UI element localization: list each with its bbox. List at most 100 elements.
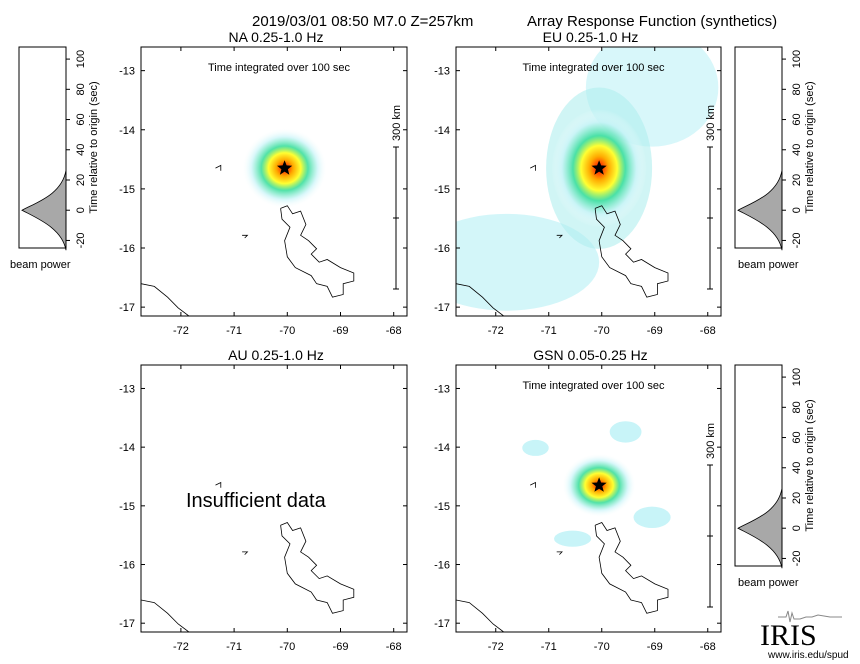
- time-tick-label: 20: [75, 174, 87, 186]
- y-tick-label: -15: [434, 501, 450, 513]
- panel-title: EU 0.25-1.0 Hz: [543, 29, 639, 45]
- epicenter-star-icon: [591, 477, 607, 492]
- x-tick-label: -69: [647, 325, 663, 337]
- map-panel-2: -72 -71 -70 -69 -68 -13 -14 -15 -16 -17 AU 0.25-1.…: [119, 347, 408, 653]
- iris-url: www.iris.edu/spud: [767, 650, 849, 661]
- coastline: [141, 481, 355, 632]
- scale-bar-label: 300 km: [391, 105, 403, 141]
- coastline-island: [242, 551, 249, 555]
- coastline: [456, 164, 669, 316]
- map-frame: [140, 46, 408, 317]
- beam-power-waveform: [737, 488, 783, 569]
- y-tick-label: -15: [434, 184, 450, 196]
- y-tick-label: -14: [119, 442, 135, 454]
- x-tick-label: -68: [700, 641, 716, 653]
- time-tick-label: 100: [75, 50, 87, 68]
- x-tick-label: -69: [333, 325, 349, 337]
- map-frame: [140, 364, 408, 633]
- coastline: [456, 481, 669, 632]
- x-tick-label: -72: [173, 641, 189, 653]
- time-tick-label: -20: [791, 550, 803, 566]
- seismogram-icon: [778, 610, 842, 623]
- y-tick-label: -17: [434, 302, 450, 314]
- panel-title: NA 0.25-1.0 Hz: [229, 29, 324, 45]
- coastline-lake-titicaca: [594, 205, 669, 298]
- time-tick-label: 0: [75, 207, 87, 213]
- insufficient-data-label: Insufficient data: [186, 490, 327, 512]
- coastline-island: [242, 234, 249, 239]
- map-frame: [455, 364, 722, 633]
- coastline-pacific: [141, 599, 190, 632]
- coastline-pacific: [456, 283, 504, 316]
- beam-power-label: beam power: [738, 577, 799, 589]
- beam-power-label: beam power: [738, 259, 799, 271]
- y-tick-label: -13: [119, 66, 135, 78]
- beam-power-waveform: [21, 170, 67, 251]
- epicenter-star-icon: [591, 160, 607, 175]
- time-tick-label: 100: [791, 368, 803, 386]
- faint-response: [456, 213, 600, 311]
- y-tick-label: -16: [119, 560, 135, 572]
- coastline-island: [530, 164, 536, 171]
- iris-logo-text: IRIS: [760, 619, 817, 652]
- y-tick-label: -15: [119, 184, 135, 196]
- x-tick-label: -72: [488, 325, 504, 337]
- y-tick-label: -13: [434, 66, 450, 78]
- time-tick-label: 40: [75, 144, 87, 156]
- x-tick-label: -68: [700, 325, 716, 337]
- x-tick-label: -68: [386, 325, 402, 337]
- time-axis-label: Time relative to origin (sec): [88, 81, 100, 213]
- time-tick-label: 80: [75, 83, 87, 95]
- coastline-island: [215, 481, 222, 488]
- coastline-island: [556, 234, 563, 239]
- x-tick-label: -68: [386, 641, 402, 653]
- panel-title: GSN 0.05-0.25 Hz: [533, 347, 647, 363]
- figure-title: Array Response Function (synthetics): [527, 13, 777, 30]
- beam-power-label: beam power: [10, 259, 71, 271]
- x-tick-label: -70: [594, 325, 610, 337]
- time-tick-label: 60: [791, 431, 803, 443]
- faint-response: [522, 439, 549, 456]
- panel-subtitle: Time integrated over 100 sec: [522, 380, 665, 392]
- scale-bar-label: 300 km: [705, 105, 717, 141]
- y-tick-label: -16: [434, 243, 450, 255]
- epicenter-star-icon: [277, 160, 293, 175]
- beam-power-frame: [734, 46, 783, 249]
- time-tick-label: 100: [791, 50, 803, 68]
- iris-logo: IRIS www.iris.edu/spud: [760, 610, 849, 661]
- x-tick-label: -71: [226, 641, 242, 653]
- time-tick-label: 80: [791, 401, 803, 413]
- time-tick-label: 60: [791, 113, 803, 125]
- map-frame: [455, 46, 722, 317]
- y-tick-label: -13: [119, 383, 135, 395]
- panel-subtitle: Time integrated over 100 sec: [208, 62, 351, 74]
- time-axis-label: Time relative to origin (sec): [804, 81, 816, 213]
- time-axis-label: Time relative to origin (sec): [804, 399, 816, 531]
- event-header: 2019/03/01 08:50 M7.0 Z=257km: [252, 13, 473, 30]
- beam-power-waveform: [737, 170, 783, 251]
- beam-power-plot-1: -20 0 20 40 60 80 100 Time relative to origin (…: [734, 46, 816, 271]
- y-tick-label: -13: [434, 383, 450, 395]
- coastline-pacific: [141, 283, 190, 316]
- beam-power-plot-0: -20 0 20 40 60 80 100 Time relative to origin (…: [10, 46, 100, 271]
- time-tick-label: 0: [791, 207, 803, 213]
- coastline: [141, 164, 355, 316]
- x-tick-label: -70: [279, 325, 295, 337]
- x-tick-label: -69: [333, 641, 349, 653]
- x-tick-label: -70: [279, 641, 295, 653]
- faint-response: [554, 530, 592, 547]
- time-tick-label: 80: [791, 83, 803, 95]
- beam-power-frame: [734, 364, 783, 567]
- y-tick-label: -16: [434, 560, 450, 572]
- faint-response: [609, 421, 642, 443]
- x-tick-label: -70: [594, 641, 610, 653]
- faint-response: [633, 506, 671, 529]
- panel-subtitle: Time integrated over 100 sec: [522, 62, 665, 74]
- coastline-island: [215, 164, 222, 171]
- beam-power-plot-2: -20 0 20 40 60 80 100 Time relative to origin (…: [734, 364, 816, 589]
- time-tick-label: 0: [791, 525, 803, 531]
- x-tick-label: -69: [647, 641, 663, 653]
- x-tick-label: -72: [488, 641, 504, 653]
- map-panel-0: -72 -71 -70 -69 -68 -13 -14 -15 -16 -17 NA 0.25-1.…: [119, 29, 408, 337]
- map-panel-1: -72 -71 -70 -69 -68 -13 -14 -15 -16 -17 EU 0.25-1.…: [434, 29, 722, 337]
